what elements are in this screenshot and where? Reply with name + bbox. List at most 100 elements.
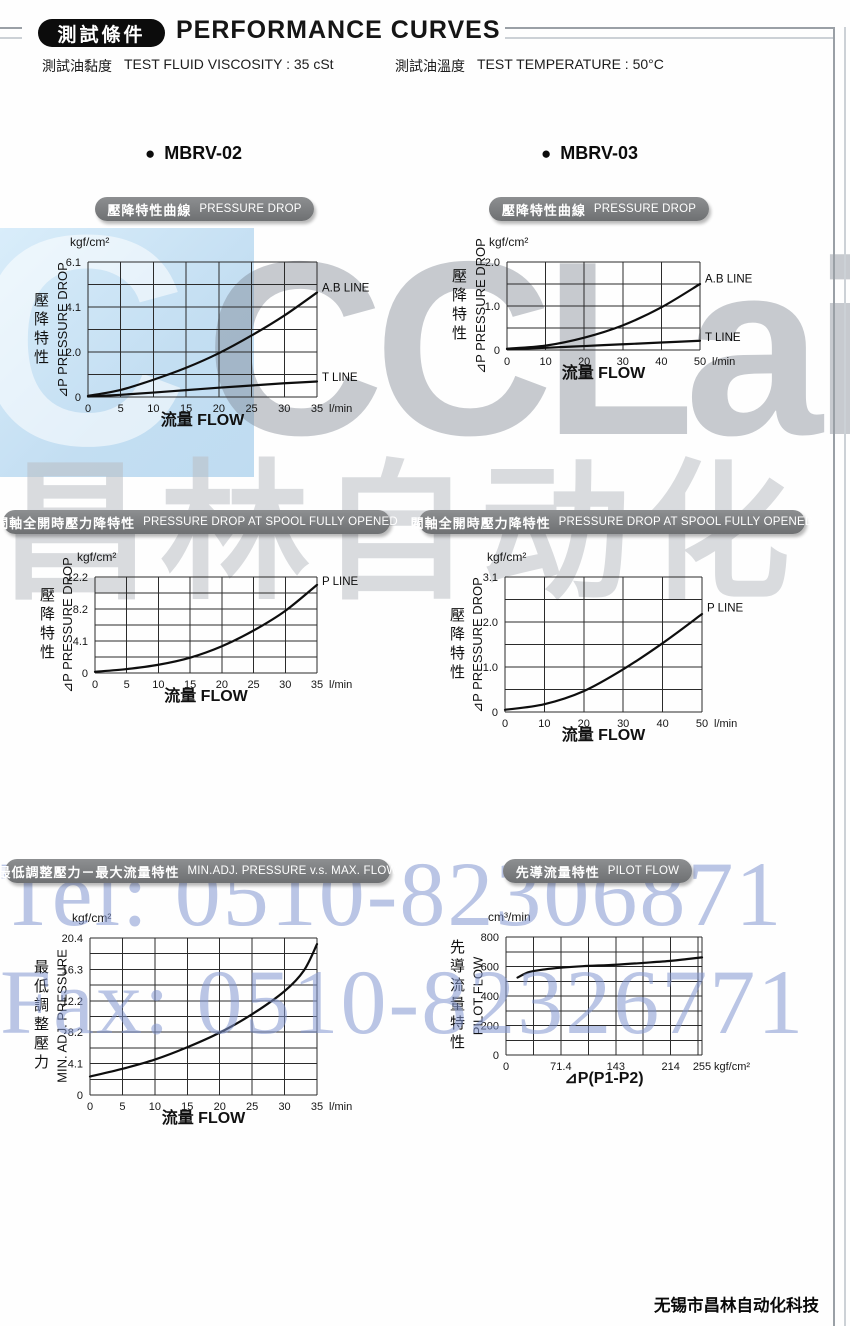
svg-text:30: 30 <box>278 403 290 415</box>
y-axis-label-en: ⊿P PRESSURE DROP <box>470 577 485 713</box>
svg-text:kgf/cm²: kgf/cm² <box>72 911 111 925</box>
bullet-icon: ● <box>541 144 552 163</box>
chart-min-adj-pressure: 0 5 10 15 20 25 30 35 0 4.1 8.2 12.2 16.3 20.4 l/min kg… <box>44 908 377 1162</box>
y-axis-label-en: ⊿P PRESSURE DROP <box>60 557 75 693</box>
svg-text:4.1: 4.1 <box>73 636 88 648</box>
svg-text:0: 0 <box>492 707 498 719</box>
frame-right-line <box>833 27 846 1326</box>
svg-text:0: 0 <box>85 403 91 415</box>
chart-mbrv02-pressure-drop: A.B LINE T LINE 0 5 10 15 20 25 30 35 0 2.0 4.1 6.1 l/… <box>42 232 377 464</box>
svg-text:l/min: l/min <box>714 718 737 730</box>
svg-text:20: 20 <box>578 356 590 368</box>
chart-mbrv03-pressure-drop: A.B LINE T LINE 0 10 20 30 40 50 0 1.0 2.0 l/min kgf… <box>461 232 760 417</box>
svg-text:kgf/cm²: kgf/cm² <box>70 235 109 249</box>
svg-text:200: 200 <box>481 1021 499 1033</box>
svg-text:20: 20 <box>578 718 590 730</box>
y-axis-label-zh: 壓降特性 <box>448 607 465 683</box>
svg-text:A.B LINE: A.B LINE <box>322 282 370 294</box>
svg-text:0: 0 <box>82 668 88 680</box>
bullet-icon: ● <box>145 144 156 163</box>
model-title-mbrv03: ● MBRV-03 <box>541 143 638 164</box>
svg-text:10: 10 <box>539 356 551 368</box>
svg-text:0: 0 <box>77 1090 83 1102</box>
svg-text:20.4: 20.4 <box>62 933 83 945</box>
svg-text:2.0: 2.0 <box>485 257 500 269</box>
svg-text:4.1: 4.1 <box>66 302 81 314</box>
svg-text:35: 35 <box>311 1101 323 1113</box>
svg-text:10: 10 <box>152 679 164 691</box>
svg-text:40: 40 <box>656 718 668 730</box>
y-axis-label-zh: 最低調整壓力 <box>32 959 49 1073</box>
svg-text:20: 20 <box>214 1101 226 1113</box>
svg-text:kgf/cm²: kgf/cm² <box>714 1061 750 1073</box>
svg-text:8.2: 8.2 <box>73 604 88 616</box>
svg-text:10: 10 <box>149 1101 161 1113</box>
svg-text:25: 25 <box>245 403 257 415</box>
svg-text:10: 10 <box>538 718 550 730</box>
svg-text:400: 400 <box>481 991 499 1003</box>
svg-text:600: 600 <box>481 962 499 974</box>
svg-text:P LINE: P LINE <box>707 602 744 614</box>
svg-text:30: 30 <box>617 718 629 730</box>
svg-text:10: 10 <box>147 403 159 415</box>
model-label: MBRV-02 <box>164 143 242 163</box>
svg-text:16.3: 16.3 <box>62 964 83 976</box>
y-axis-label-en: ⊿P PRESSURE DROP <box>55 262 70 398</box>
svg-text:12.2: 12.2 <box>62 996 83 1008</box>
svg-text:0: 0 <box>504 356 510 368</box>
section-pill-pressure-drop-03: 壓降特性曲線 PRESSURE DROP <box>489 197 709 221</box>
model-label: MBRV-03 <box>560 143 638 163</box>
svg-text:0: 0 <box>92 679 98 691</box>
svg-text:5: 5 <box>119 1101 125 1113</box>
svg-text:20: 20 <box>216 679 228 691</box>
svg-text:T LINE: T LINE <box>705 332 741 344</box>
svg-text:25: 25 <box>246 1101 258 1113</box>
svg-text:143: 143 <box>607 1061 625 1073</box>
svg-text:0: 0 <box>87 1101 93 1113</box>
y-axis-label-en: ⊿P PRESSURE DROP <box>473 238 488 374</box>
svg-text:15: 15 <box>181 1101 193 1113</box>
svg-text:30: 30 <box>278 1101 290 1113</box>
svg-text:A.B LINE: A.B LINE <box>705 274 753 286</box>
svg-text:流量 FLOW: 流量 FLOW <box>164 686 248 705</box>
y-axis-label-zh: 壓降特性 <box>450 268 467 344</box>
svg-text:30: 30 <box>279 679 291 691</box>
svg-text:35: 35 <box>311 679 323 691</box>
svg-text:20: 20 <box>213 403 225 415</box>
svg-text:流量 FLOW: 流量 FLOW <box>562 725 646 744</box>
svg-text:71.4: 71.4 <box>550 1061 571 1073</box>
svg-text:800: 800 <box>481 932 499 944</box>
svg-text:25: 25 <box>247 679 259 691</box>
frame-top-left-line <box>0 27 22 39</box>
svg-text:流量 FLOW: 流量 FLOW <box>162 1108 246 1127</box>
svg-text:1.0: 1.0 <box>483 662 498 674</box>
svg-text:5: 5 <box>124 679 130 691</box>
svg-text:l/min: l/min <box>712 356 735 368</box>
svg-text:15: 15 <box>184 679 196 691</box>
test-temperature: 測試油溫度 TEST TEMPERATURE : 50°C <box>395 56 664 76</box>
svg-text:15: 15 <box>180 403 192 415</box>
svg-text:流量 FLOW: 流量 FLOW <box>161 410 245 429</box>
svg-text:50: 50 <box>696 718 708 730</box>
model-title-mbrv02: ● MBRV-02 <box>145 143 242 164</box>
section-pill-pilot-flow: 先導流量特性 PILOT FLOW <box>503 859 692 883</box>
svg-text:0: 0 <box>494 345 500 357</box>
viscosity-label-en: TEST FLUID VISCOSITY : 35 cSt <box>124 56 334 72</box>
svg-text:流量 FLOW: 流量 FLOW <box>562 363 646 382</box>
svg-text:kgf/cm²: kgf/cm² <box>489 235 528 249</box>
frame-top-right-line <box>472 27 834 39</box>
test-fluid-viscosity: 測試油黏度 TEST FLUID VISCOSITY : 35 cSt <box>42 56 334 76</box>
svg-text:6.1: 6.1 <box>66 257 81 269</box>
svg-text:50: 50 <box>694 356 706 368</box>
svg-text:3.1: 3.1 <box>483 572 498 584</box>
svg-text:1.0: 1.0 <box>485 301 500 313</box>
svg-text:cm³/min: cm³/min <box>488 910 531 924</box>
chart-mbrv02-spool-open: P LINE 0 5 10 15 20 25 30 35 0 4.1 8.2 12.2 l/min kgf/… <box>49 547 377 740</box>
section-pill-spool-open-02: 閥軸全開時壓力降特性 PRESSURE DROP AT SPOOL FULLY … <box>0 510 398 534</box>
section-pill-min-adj-pressure: 最低調整壓力－最大流量特性 MIN.ADJ. PRESSURE v.s. MAX… <box>0 859 397 883</box>
svg-text:12.2: 12.2 <box>67 572 88 584</box>
svg-text:8.2: 8.2 <box>68 1027 83 1039</box>
chart-mbrv03-spool-open: P LINE 0 10 20 30 40 50 0 1.0 2.0 3.1 l/min kgf/cm² 流… <box>459 547 762 779</box>
svg-text:0: 0 <box>503 1061 509 1073</box>
svg-text:0: 0 <box>493 1050 499 1062</box>
